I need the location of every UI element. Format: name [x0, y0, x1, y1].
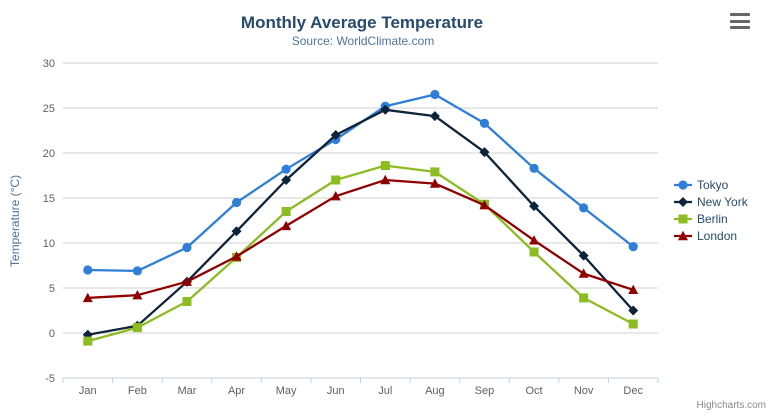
data-point[interactable] — [380, 161, 390, 171]
hamburger-icon — [730, 19, 750, 23]
context-menu-button[interactable] — [730, 13, 752, 29]
legend-item-london[interactable]: London — [674, 227, 748, 244]
x-axis-label: Dec — [623, 385, 643, 397]
data-point[interactable] — [231, 251, 242, 261]
data-point[interactable] — [529, 235, 540, 245]
y-axis-label: 15 — [43, 193, 55, 205]
circle-marker-icon — [674, 179, 692, 190]
data-point[interactable] — [281, 175, 292, 185]
data-point[interactable] — [529, 163, 539, 173]
data-point[interactable] — [380, 174, 391, 185]
x-axis-label: Apr — [228, 385, 245, 397]
data-point[interactable] — [628, 242, 638, 252]
legend-item-berlin[interactable]: Berlin — [674, 210, 748, 227]
x-axis-label: May — [276, 385, 297, 397]
data-point[interactable] — [678, 196, 688, 207]
y-axis-labels: -5 0 5 10 15 20 25 30 — [43, 58, 55, 385]
data-point[interactable] — [678, 230, 688, 240]
y-axis-title: Temperature (°C) — [8, 174, 22, 268]
data-point[interactable] — [83, 265, 93, 275]
series-tokyo[interactable] — [83, 89, 638, 276]
series-new-york[interactable] — [82, 104, 639, 340]
legend-label: London — [697, 228, 738, 243]
y-axis-label: 5 — [49, 283, 55, 295]
legend: Tokyo New York Berlin London — [674, 176, 748, 244]
data-point[interactable] — [429, 178, 440, 188]
x-axis-label: Oct — [525, 385, 542, 397]
x-axis-label: Jul — [378, 385, 392, 397]
series-line — [86, 108, 635, 336]
data-point[interactable] — [429, 111, 440, 122]
data-point[interactable] — [430, 89, 440, 100]
y-axis-label: -5 — [45, 373, 55, 385]
series-london[interactable] — [82, 174, 639, 303]
data-point[interactable] — [281, 207, 291, 216]
y-axis-label: 10 — [43, 238, 55, 250]
data-point[interactable] — [529, 247, 539, 257]
y-gridlines — [63, 62, 658, 379]
x-axis-label: Aug — [425, 385, 445, 397]
y-axis-label: 25 — [43, 103, 55, 115]
data-point[interactable] — [132, 266, 142, 276]
data-point[interactable] — [231, 226, 242, 237]
data-point[interactable] — [181, 276, 192, 286]
data-point[interactable] — [479, 118, 490, 128]
chart-subtitle: Source: WorldClimate.com — [291, 34, 435, 48]
data-point[interactable] — [331, 175, 341, 185]
data-point[interactable] — [479, 200, 490, 210]
data-point[interactable] — [132, 290, 143, 300]
hamburger-icon — [730, 13, 750, 16]
data-point[interactable] — [529, 201, 540, 212]
x-axis-label: Sep — [475, 385, 495, 397]
legend-label: New York — [697, 194, 748, 209]
data-point[interactable] — [579, 293, 589, 303]
legend-label: Berlin — [697, 211, 728, 226]
credits-link[interactable]: Highcharts.com — [696, 400, 766, 411]
data-point[interactable] — [82, 292, 93, 303]
data-point[interactable] — [578, 268, 589, 278]
x-axis-label: Mar — [177, 385, 196, 397]
series-line — [86, 164, 635, 343]
data-point[interactable] — [678, 214, 688, 223]
data-point[interactable] — [231, 197, 242, 208]
x-axis: Jan Feb Mar Apr May Jun Jul Aug Sep Oct Nov Dec — [62, 377, 659, 397]
data-point[interactable] — [281, 164, 291, 174]
x-axis-label: Jun — [327, 385, 345, 397]
legend-label: Tokyo — [697, 177, 729, 192]
data-point[interactable] — [628, 319, 638, 329]
data-point[interactable] — [182, 242, 192, 253]
diamond-marker-icon — [674, 196, 692, 207]
data-point[interactable] — [380, 104, 391, 115]
legend-item-tokyo[interactable]: Tokyo — [674, 176, 748, 193]
triangle-marker-icon — [674, 230, 692, 240]
data-point[interactable] — [430, 167, 440, 177]
hamburger-icon — [730, 26, 750, 29]
y-axis-label: 0 — [49, 328, 55, 340]
x-axis-label: Feb — [128, 385, 147, 397]
data-point[interactable] — [628, 284, 639, 294]
data-point[interactable] — [678, 179, 688, 190]
data-point[interactable] — [132, 323, 142, 333]
series-line — [86, 178, 635, 300]
chart-title: Monthly Average Temperature — [240, 13, 484, 32]
data-point[interactable] — [479, 147, 490, 158]
data-point[interactable] — [281, 220, 292, 231]
data-point[interactable] — [578, 250, 589, 261]
legend-item-new-york[interactable]: New York — [674, 193, 748, 210]
data-point[interactable] — [579, 203, 589, 213]
y-axis-label: 30 — [43, 58, 55, 70]
data-point[interactable] — [628, 305, 639, 316]
data-point[interactable] — [182, 297, 192, 306]
data-point[interactable] — [330, 130, 341, 140]
data-point[interactable] — [83, 336, 93, 346]
data-point[interactable] — [330, 191, 341, 201]
x-axis-label: Jan — [79, 385, 97, 397]
y-axis-label: 20 — [43, 148, 55, 160]
square-marker-icon — [674, 214, 692, 223]
x-axis-label: Nov — [574, 385, 594, 397]
series-line — [86, 93, 635, 273]
